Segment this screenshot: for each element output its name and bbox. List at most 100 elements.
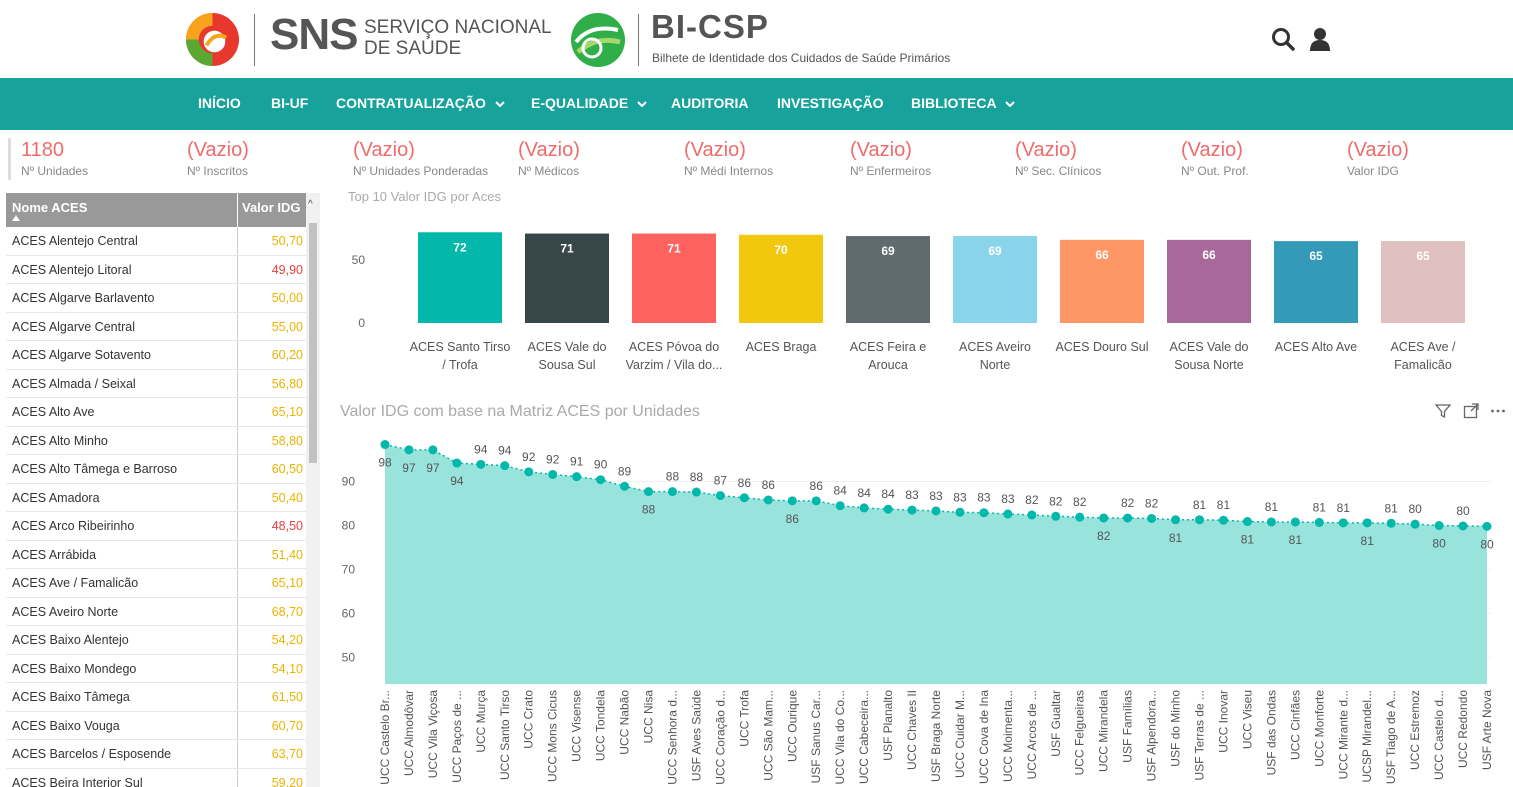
bar-data-label: 66 [1095,248,1109,262]
table-row[interactable]: ACES Alentejo Litoral 49,90 [6,255,309,284]
table-row[interactable]: ACES Baixo Vouga 60,70 [6,711,309,740]
column-divider [237,683,238,711]
bar-data-label: 70 [774,243,788,257]
table-scrollbar[interactable]: ^ [306,193,320,787]
x-tick-label: USF Tiago de A... [1384,690,1398,784]
x-tick-label: UCC Cova de Ina [977,690,991,784]
kpi-value: (Vazio) [1015,139,1077,161]
kpi-unidades-ponderadas: (Vazio) Nº Unidades Ponderadas [353,138,488,180]
data-point [452,458,462,468]
table-row[interactable]: ACES Arrábida 51,40 [6,540,309,569]
valor-idg-cell: 65,10 [271,405,303,419]
data-point [691,487,701,497]
chevron-down-icon [637,101,647,108]
nav-item-inicio[interactable]: INÍCIO [198,95,241,111]
table-row[interactable]: ACES Alto Tâmega e Barroso 60,50 [6,455,309,484]
point-data-label: 88 [666,470,680,484]
focus-mode-icon[interactable] [1463,403,1479,419]
aces-name-cell: ACES Arrábida [12,547,97,562]
data-point [1482,521,1492,531]
x-tick-label: / Trofa [442,358,477,372]
y-tick-label: 60 [342,607,356,621]
table-row[interactable]: ACES Alto Ave 65,10 [6,398,309,427]
nav-item-biblioteca[interactable]: BIBLIOTECA [911,95,1016,111]
valor-idg-cell: 60,50 [271,462,303,476]
nav-item-e-qualidade[interactable]: E-QUALIDADE [531,95,648,111]
point-data-label: 82 [1049,494,1063,508]
data-point [572,472,582,482]
y-tick-label: 50 [342,651,356,665]
data-point [931,506,941,516]
column-divider [237,455,238,483]
data-point [739,493,749,503]
scroll-up-icon[interactable]: ^ [308,199,313,210]
table-row[interactable]: ACES Algarve Sotavento 60,20 [6,341,309,370]
bar-data-label: 65 [1309,249,1323,263]
valor-idg-cell: 58,80 [271,433,303,448]
data-point [1458,521,1468,531]
nav-item-auditoria[interactable]: AUDITORIA [671,95,749,111]
column-divider [237,255,238,283]
bar-data-label: 66 [1202,248,1216,262]
aces-name-cell: ACES Baixo Vouga [12,718,120,733]
valor-idg-cell: 55,00 [271,319,303,334]
bar [525,233,609,323]
table-row[interactable]: ACES Barcelos / Esposende 63,70 [6,740,309,769]
table-row[interactable]: ACES Aveiro Norte 68,70 [6,597,309,626]
column-divider [237,312,238,340]
table-row[interactable]: ACES Ave / Famalicão 65,10 [6,569,309,598]
x-tick-label: UCC Arcos de ... [1025,690,1039,779]
x-tick-label: UCC São Mam... [761,690,775,781]
column-header-valor-idg[interactable]: Valor IDG [242,200,301,215]
user-icon[interactable] [1307,26,1333,52]
table-row[interactable]: ACES Algarve Barlavento 50,00 [6,284,309,313]
bar-data-label: 69 [881,244,895,258]
nav-item-investigacao[interactable]: INVESTIGAÇÃO [777,95,884,111]
column-divider [237,284,238,312]
point-data-label: 81 [1217,498,1231,512]
x-tick-label: Arouca [868,358,908,372]
more-options-icon[interactable] [1490,403,1506,419]
x-tick-label: USF Alpendora... [1145,690,1159,781]
column-divider [237,540,238,568]
scrollbar-thumb[interactable] [309,223,317,463]
search-icon[interactable] [1270,26,1296,52]
point-data-label: 82 [1145,496,1159,510]
data-point [1266,517,1276,527]
x-tick-label: UCC Crato [522,690,536,749]
column-divider [237,569,238,597]
point-data-label: 83 [905,488,919,502]
table-row[interactable]: ACES Algarve Central 55,00 [6,312,309,341]
kpi-value: 1180 [21,139,65,161]
filter-icon[interactable] [1435,403,1451,419]
table-row[interactable]: ACES Baixo Tâmega 61,50 [6,683,309,712]
data-point [644,487,654,497]
table-row[interactable]: ACES Amadora 50,40 [6,483,309,512]
bar-data-label: 69 [988,244,1002,258]
table-row[interactable]: ACES Baixo Alentejo 54,20 [6,626,309,655]
nav-item-contratualizacao[interactable]: CONTRATUALIZAÇÃO [336,95,506,111]
point-data-label: 88 [642,503,656,517]
column-header-nome-aces[interactable]: Nome ACES [12,200,88,215]
table-row[interactable]: ACES Alentejo Central 50,70 [6,227,309,256]
table-row[interactable]: ACES Baixo Mondego 54,10 [6,654,309,683]
point-data-label: 86 [810,479,824,493]
data-point [1338,518,1348,528]
x-tick-label: USF Planalto [881,690,895,761]
point-data-label: 81 [1361,534,1375,548]
y-tick-label: 80 [342,519,356,533]
nav-item-bi-uf[interactable]: BI-UF [271,95,308,111]
point-data-label: 82 [1097,529,1111,543]
data-point [1290,517,1300,527]
data-point [404,445,414,455]
point-data-label: 81 [1384,501,1398,515]
table-row[interactable]: ACES Beira Interior Sul 59,20 [6,768,309,787]
bar-data-label: 65 [1416,249,1430,263]
data-point [428,445,438,455]
table-row[interactable]: ACES Arco Ribeirinho 48,50 [6,512,309,541]
sort-ascending-icon [12,215,20,221]
valor-idg-cell: 68,70 [271,604,303,619]
x-tick-label: USF Famílias [1121,690,1135,763]
table-row[interactable]: ACES Alto Minho 58,80 [6,426,309,455]
table-row[interactable]: ACES Almada / Seixal 56,80 [6,369,309,398]
